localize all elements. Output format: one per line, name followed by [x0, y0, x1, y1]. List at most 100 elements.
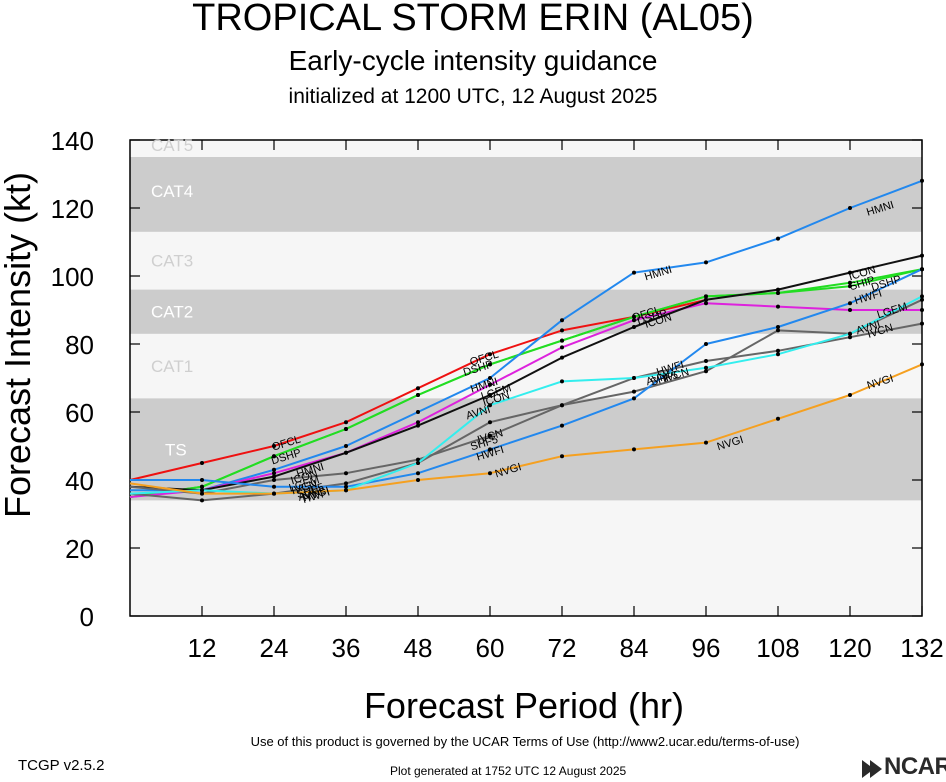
series-line-avni [129, 298, 923, 502]
point-lgem [272, 471, 276, 476]
point-ivcn [416, 457, 420, 462]
point-avni [488, 420, 492, 425]
point-icon [488, 393, 492, 397]
series-line-nvgi [129, 363, 923, 495]
point-shf5 [632, 376, 636, 380]
y-tick-label: 140 [51, 126, 94, 156]
point-ofcl [344, 420, 348, 425]
x-tick-label: 48 [404, 633, 433, 663]
chart-title: TROPICAL STORM ERIN (AL05) [192, 0, 754, 39]
series-line-ship [129, 268, 923, 498]
category-label-cat4: CAT4 [151, 182, 193, 201]
point-ship [560, 338, 564, 343]
point-ivcn [848, 335, 852, 340]
point-hmni [488, 376, 492, 380]
y-tick-label: 120 [51, 194, 94, 224]
point-hwfi [704, 342, 708, 346]
point-nvgi [776, 416, 780, 421]
point-ofcl [272, 444, 276, 448]
ncar-logo-icon [862, 760, 882, 778]
point-avni [200, 498, 204, 503]
point-icon [704, 297, 708, 302]
point-icon [344, 450, 348, 455]
point-ship [776, 291, 780, 295]
version-label: TCGP v2.5.2 [18, 757, 105, 774]
point-shf5 [200, 488, 204, 493]
point-ship [200, 484, 204, 489]
series-line-icon [129, 254, 923, 492]
point-hwfi [776, 325, 780, 329]
x-tick-label: 132 [900, 633, 943, 663]
point-lgem [416, 420, 420, 425]
x-tick-label: 24 [260, 633, 289, 663]
point-icon [272, 474, 276, 479]
point-lgem [704, 301, 708, 306]
point-hmni [704, 260, 708, 265]
point-shf5 [776, 352, 780, 357]
point-ivcn [704, 359, 708, 363]
series-lines [129, 178, 924, 503]
ncar-logo-text: NCAR [884, 753, 946, 780]
category-label-cat3: CAT3 [151, 252, 193, 271]
point-avni [920, 297, 924, 302]
point-ofcl [560, 328, 564, 333]
generated-time: Plot generated at 1752 UTC 12 August 202… [390, 764, 627, 778]
series-line-hmni [130, 179, 923, 492]
point-ship [632, 314, 636, 319]
y-tick-label: 0 [80, 602, 94, 632]
point-ivcn [488, 433, 492, 438]
point-lgem [776, 304, 780, 309]
point-ivcn [272, 478, 276, 482]
category-labels: CAT5 CAT4 CAT3 CAT2 CAT1 TS [151, 136, 193, 459]
category-band-1 [130, 289, 922, 334]
y-tick-label: 40 [65, 466, 94, 496]
point-icon [776, 287, 780, 292]
point-shf5 [416, 461, 420, 465]
point-hmni [272, 467, 276, 472]
point-shf5 [848, 331, 852, 336]
point-avni [632, 389, 636, 394]
point-hwfi [632, 396, 636, 401]
axes: 0 20 40 60 80 100 120 140 12 24 36 48 60 72 84 96 108 120… [51, 126, 944, 663]
point-nvgi [272, 491, 276, 496]
point-hmni [632, 270, 636, 275]
y-tick-label: 80 [65, 330, 94, 360]
point-nvgi [704, 440, 708, 445]
point-ofcl [416, 386, 420, 391]
point-hmni [920, 178, 924, 183]
point-nvgi [560, 454, 564, 459]
point-hwfi [416, 471, 420, 476]
point-avni [704, 369, 708, 374]
point-hmni [776, 236, 780, 241]
point-avni [560, 403, 564, 408]
x-tick-label: 72 [548, 633, 577, 663]
x-tick-label: 60 [476, 633, 505, 663]
point-ofcl [200, 461, 204, 465]
category-label-cat5: CAT5 [151, 136, 193, 155]
point-ivcn [776, 348, 780, 353]
point-ofcl [488, 352, 492, 357]
point-ivcn [344, 471, 348, 476]
point-shf5 [560, 379, 564, 384]
x-tick-label: 96 [692, 633, 721, 663]
point-nvgi [200, 491, 204, 496]
point-hwfi [344, 484, 348, 489]
point-avni [344, 481, 348, 486]
point-hwfi [488, 447, 492, 452]
point-lgem [632, 318, 636, 323]
point-shf5 [488, 403, 492, 408]
category-label-ts: TS [165, 440, 187, 459]
category-label-cat1: CAT1 [151, 357, 193, 376]
point-ship [848, 280, 852, 285]
point-hmni [560, 318, 564, 323]
series-line-hwfi [130, 268, 923, 488]
point-hwfi [272, 484, 276, 489]
point-ship [704, 294, 708, 299]
point-ivcn [920, 321, 924, 326]
x-tick-label: 12 [188, 633, 217, 663]
y-tick-label: 100 [51, 262, 94, 292]
point-dshp [848, 284, 852, 289]
x-tick-label: 108 [756, 633, 799, 663]
x-axis-label: Forecast Period (hr) [364, 685, 684, 726]
x-tick-label: 36 [332, 633, 361, 663]
